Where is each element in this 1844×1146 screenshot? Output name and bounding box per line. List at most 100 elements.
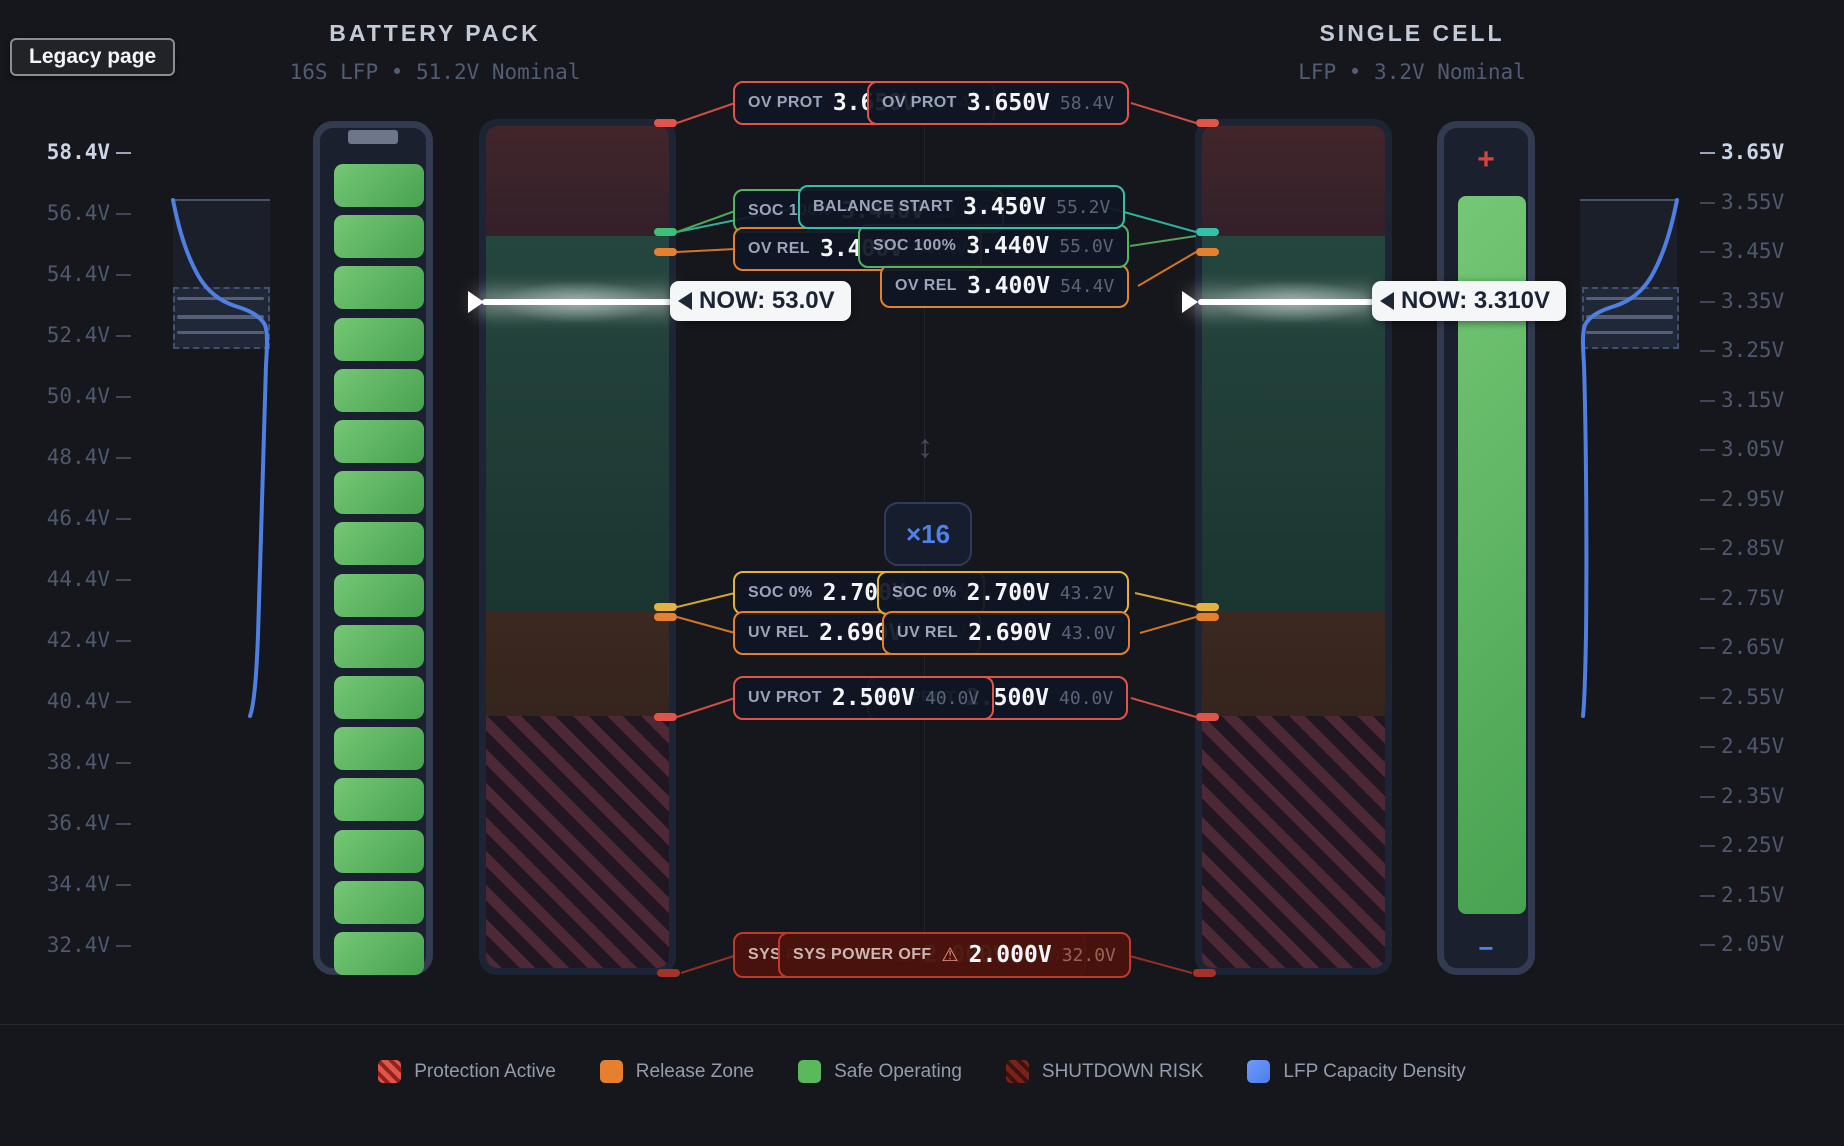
cell-uv-rel-tick: [1196, 613, 1219, 621]
pack-zone-overvoltage: [486, 126, 669, 236]
legend-item-release-zone: Release Zone: [599, 1060, 754, 1083]
threshold-pack-value: 55.0V: [1059, 235, 1114, 257]
cell-now-value: NOW: 3.310V: [1401, 287, 1550, 314]
legend-item-shutdown-risk: SHUTDOWN RISK: [1005, 1060, 1204, 1083]
cell-battery-icon: + −: [1437, 121, 1535, 975]
cell-now-marker[interactable]: NOW: 3.310V: [1372, 281, 1566, 321]
threshold-name: OV PROT: [748, 94, 823, 111]
threshold-pack-value: 54.4V: [1060, 275, 1115, 297]
pack-now-value: NOW: 53.0V: [699, 287, 835, 314]
threshold-name: UV PROT: [748, 689, 822, 706]
cell-uv-prot-tick: [1196, 713, 1219, 721]
orange-swatch-icon: [599, 1060, 623, 1083]
pack-zone-release: [486, 612, 669, 716]
battery-segment: [334, 932, 424, 975]
threshold-pack-value: 32.0V: [1061, 944, 1116, 966]
pack-axis-tick: 42.4V: [19, 628, 131, 652]
pack-axis-tick: 48.4V: [19, 445, 131, 469]
minus-terminal-icon: −: [1478, 933, 1494, 963]
pack-density-selection-box: [173, 287, 270, 349]
pack-axis-tick: 34.4V: [19, 872, 131, 896]
pack-axis-tick: 54.4V: [19, 262, 131, 286]
cell-zone-release: [1202, 612, 1385, 716]
legacy-page-button[interactable]: Legacy page: [10, 38, 176, 76]
cell-soc100-label[interactable]: SOC 100% 3.440V 55.0V: [858, 224, 1129, 268]
red-hatch-swatch-icon: [378, 1060, 402, 1083]
threshold-pack-value: 58.4V: [1059, 92, 1115, 114]
pack-axis-tick: 52.4V: [19, 323, 131, 347]
darkred-hatch-swatch-icon: [1005, 1060, 1029, 1083]
cell-zone-overvoltage: [1202, 126, 1385, 236]
threshold-pack-value: 40.0V: [1059, 687, 1114, 709]
density-row-line: [177, 315, 264, 319]
cell-uv-rel-label[interactable]: UV REL 2.690V 43.0V: [882, 611, 1131, 655]
battery-segment: [334, 778, 424, 821]
legend-item-safe-operating: Safe Operating: [798, 1060, 962, 1083]
footer-divider: [0, 1024, 1844, 1025]
cell-soc0-tick: [1196, 603, 1219, 611]
cell-zone-safe: [1202, 236, 1385, 612]
series-multiplier-badge: ×16: [884, 502, 972, 566]
cell-balance-start-label[interactable]: BALANCE START 3.450V 55.2V: [798, 185, 1126, 229]
pack-axis-tick: 44.4V: [19, 567, 131, 591]
battery-segment: [334, 830, 424, 873]
legend-label: Safe Operating: [834, 1060, 962, 1082]
legend-label: Protection Active: [414, 1060, 556, 1082]
warning-icon: ⚠: [941, 944, 959, 966]
pack-zone-shutdown-risk: [486, 716, 669, 968]
pack-battery-icon: [313, 121, 433, 975]
blue-swatch-icon: [1247, 1060, 1271, 1083]
threshold-value: 3.400V: [966, 273, 1051, 299]
cell-ov-prot-label[interactable]: OV PROT 3.650V 58.4V: [867, 81, 1130, 125]
pack-zone-safe: [486, 236, 669, 612]
pack-axis-tick: 32.4V: [19, 933, 131, 957]
legend-label: LFP Capacity Density: [1283, 1060, 1466, 1082]
green-swatch-icon: [798, 1060, 822, 1083]
pack-uv-rel-tick: [654, 613, 677, 621]
battery-segment: [334, 625, 424, 668]
pack-uv-prot-label[interactable]: UV PROT 2.500V 40.0V: [733, 676, 995, 720]
pack-subtitle: 16S LFP • 51.2V Nominal: [289, 60, 581, 84]
pack-axis-tick: 40.4V: [19, 689, 131, 713]
pack-sys-off-tick: [657, 969, 680, 977]
battery-segment: [334, 318, 424, 361]
density-row-line: [1586, 331, 1673, 334]
threshold-pack-value: 55.2V: [1056, 196, 1111, 218]
pack-now-marker[interactable]: NOW: 53.0V: [670, 281, 851, 321]
threshold-name: OV REL: [748, 240, 810, 257]
cell-sys-off-tick: [1193, 969, 1216, 977]
resize-handle-icon[interactable]: ↕: [917, 428, 933, 464]
legend-item-protection-active: Protection Active: [378, 1060, 556, 1083]
pack-now-line: [482, 299, 674, 305]
cell-axis-tick: 2.65V: [1700, 635, 1784, 659]
threshold-pack-value: 40.0V: [925, 687, 980, 709]
cell-axis-tick: 3.45V: [1700, 239, 1784, 263]
cell-axis-tick: 2.55V: [1700, 685, 1784, 709]
cell-axis-tick: 2.75V: [1700, 586, 1784, 610]
cell-soc0-label[interactable]: SOC 0% 2.700V 43.2V: [877, 571, 1129, 615]
cell-axis-tick: 3.05V: [1700, 437, 1784, 461]
battery-segment: [334, 420, 424, 463]
density-row-line: [177, 331, 264, 334]
plus-terminal-icon: +: [1477, 143, 1495, 176]
threshold-pack-value: 43.2V: [1059, 582, 1114, 604]
pack-soc0-tick: [654, 603, 677, 611]
cell-sys-power-off-label[interactable]: SYS POWER OFF ⚠ 2.000V 32.0V: [778, 932, 1131, 978]
pack-voltage-bar: [479, 119, 676, 975]
battery-segment: [334, 164, 424, 207]
cell-balance-tick: [1196, 228, 1219, 236]
threshold-value: 2.000V: [968, 942, 1052, 968]
battery-segment: [334, 215, 424, 258]
threshold-value: 2.700V: [966, 580, 1050, 606]
pack-axis-tick: 56.4V: [19, 201, 131, 225]
cell-ov-rel-label[interactable]: OV REL 3.400V 54.4V: [880, 264, 1130, 308]
pack-axis-tick: 38.4V: [19, 750, 131, 774]
cell-axis-tick: 2.95V: [1700, 487, 1784, 511]
density-row-line: [177, 297, 264, 300]
threshold-name: UV REL: [897, 624, 959, 641]
legend-label: SHUTDOWN RISK: [1041, 1060, 1204, 1082]
cell-voltage-bar: [1195, 119, 1392, 975]
cell-now-line: [1198, 299, 1374, 305]
battery-segment: [334, 727, 424, 770]
pack-ov-prot-tick: [654, 119, 677, 127]
